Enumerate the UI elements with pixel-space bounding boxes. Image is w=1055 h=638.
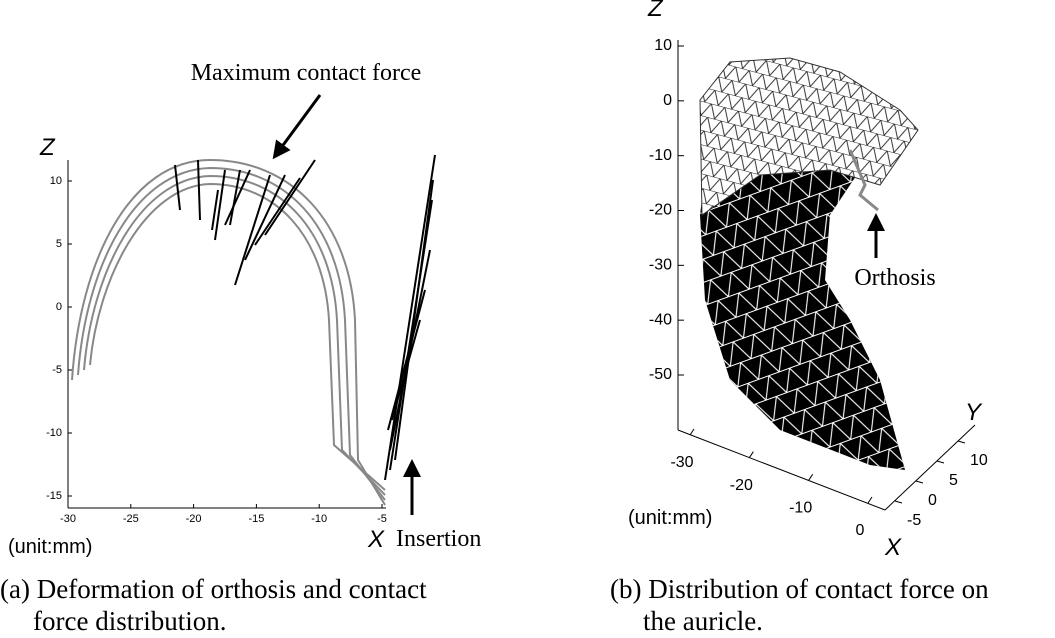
orthosis-curves — [71, 158, 386, 506]
x-tick-label: -15 — [248, 513, 264, 525]
z-tick-label: -5 — [52, 364, 62, 376]
y-axis — [884, 424, 976, 511]
x-tick-label: -25 — [123, 513, 139, 525]
z-tick-label: 5 — [56, 238, 62, 250]
z-tick-label: 10 — [50, 175, 62, 187]
y-tick-label: 0 — [928, 492, 937, 509]
tick-mark — [808, 474, 814, 481]
z-tick-label: 0 — [56, 301, 62, 313]
y-tick-label: 10 — [970, 452, 988, 469]
caption: force distribution. — [33, 606, 226, 636]
z-tick-label: 0 — [663, 92, 672, 109]
x-tick-label: -20 — [186, 513, 202, 525]
tick-mark — [748, 451, 754, 458]
annotation: Maximum contact force — [191, 60, 422, 86]
caption: (b) Distribution of contact force on — [610, 574, 989, 604]
axis-label: Z — [39, 134, 56, 161]
x-tick-label: -30 — [670, 454, 693, 471]
panel-b: Orthosis Z X Y (unit:mm) (b) Distributio… — [610, 0, 989, 636]
x-tick-label: -10 — [789, 500, 812, 517]
x-tick-label: -5 — [377, 513, 387, 525]
force-arrows — [174, 154, 436, 481]
caption: the auricle. — [643, 606, 763, 636]
axis-label: Z — [647, 0, 664, 22]
x-tick-label: 0 — [856, 522, 865, 539]
orthosis — [848, 149, 879, 212]
y-tick-label: -5 — [907, 512, 921, 529]
pointer-arrow — [272, 94, 322, 160]
z-tick-label: -50 — [649, 366, 672, 383]
panel-a: Maximum contact force Z X Insertion (uni… — [0, 60, 481, 636]
z-tick-label: -40 — [649, 311, 672, 328]
axis-label: X — [884, 534, 902, 561]
z-tick-label: -10 — [46, 427, 62, 439]
axis-label: Y — [965, 399, 983, 426]
x-tick-label: -30 — [60, 513, 76, 525]
annotation: Insertion — [396, 526, 481, 552]
z-tick-label: -20 — [649, 202, 672, 219]
x-tick-label: -10 — [311, 513, 327, 525]
unit-label: (unit:mm) — [8, 536, 92, 558]
tick-mark — [894, 500, 903, 504]
unit-label: (unit:mm) — [628, 507, 712, 529]
tick-mark — [936, 460, 945, 464]
x-tick-label: -20 — [730, 477, 753, 494]
z-tick-label: -15 — [46, 490, 62, 502]
y-tick-label: 5 — [949, 472, 958, 489]
caption: (a) Deformation of orthosis and contact — [0, 574, 427, 604]
mesh-lines — [700, 150, 905, 470]
tick-mark — [689, 428, 695, 436]
tick-mark — [915, 480, 924, 484]
z-tick-label: -10 — [649, 147, 672, 164]
tick-mark — [957, 440, 966, 444]
mesh-lines — [700, 58, 918, 215]
axis-label: X — [367, 526, 385, 553]
tick-mark — [867, 496, 873, 504]
annotation: Orthosis — [854, 265, 935, 291]
z-tick-label: -30 — [649, 257, 672, 274]
z-tick-label: 10 — [654, 37, 672, 54]
x-axis — [677, 429, 886, 511]
